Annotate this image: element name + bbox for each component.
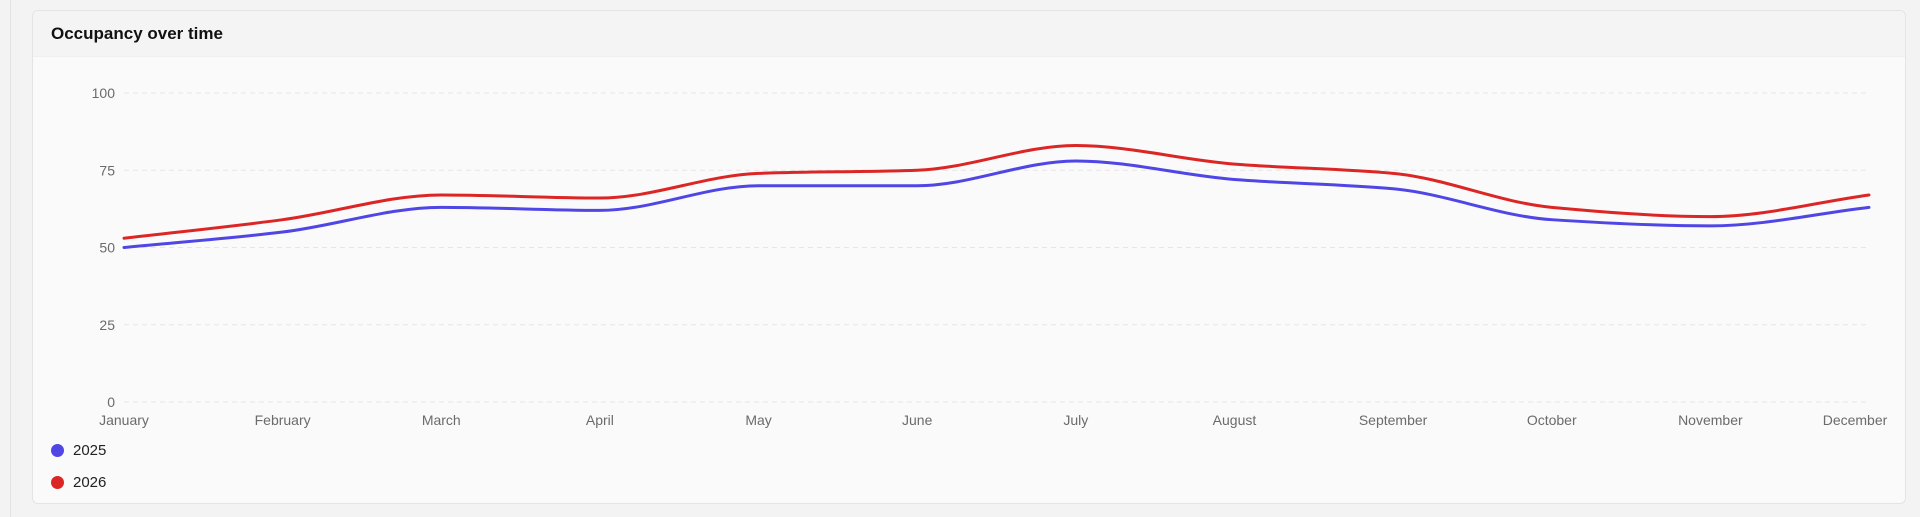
y-tick-label: 0 — [107, 394, 115, 410]
legend-marker — [51, 475, 64, 489]
legend-label: 2026 — [73, 473, 107, 491]
x-tick-label: September — [1359, 412, 1428, 428]
series-lines — [122, 144, 1871, 249]
x-tick-label: June — [902, 412, 933, 428]
x-tick-label: August — [1213, 412, 1257, 428]
x-tick-label: November — [1678, 412, 1743, 428]
y-tick-label: 100 — [92, 85, 116, 101]
chart-legend: 2025 2026 — [51, 434, 106, 498]
x-tick-label: May — [745, 412, 771, 428]
x-tick-label: October — [1527, 412, 1577, 428]
occupancy-chart-card: Occupancy over time 0 25 50 75 100 January Fe… — [32, 10, 1906, 504]
x-tick-label: February — [255, 412, 311, 428]
y-tick-label: 75 — [99, 162, 115, 178]
x-tick-label: December — [1823, 412, 1888, 428]
y-tick-label: 25 — [99, 317, 115, 333]
x-tick-label: March — [422, 412, 461, 428]
legend-item-2025[interactable]: 2025 — [51, 434, 106, 466]
series-line-2025 — [122, 159, 1871, 249]
x-tick-label: April — [586, 412, 614, 428]
y-axis-ticks: 0 25 50 75 100 — [92, 85, 116, 410]
legend-label: 2025 — [73, 441, 107, 459]
card-title: Occupancy over time — [51, 23, 223, 43]
card-header: Occupancy over time — [33, 11, 1905, 57]
x-tick-label: January — [99, 412, 149, 428]
y-tick-label: 50 — [99, 240, 115, 256]
legend-item-2026[interactable]: 2026 — [51, 466, 106, 498]
grid-lines — [124, 92, 1869, 403]
x-tick-label: July — [1063, 412, 1088, 428]
legend-marker — [51, 443, 64, 457]
left-divider — [10, 0, 11, 517]
x-axis-ticks: January February March April May June July Augu… — [99, 412, 1888, 428]
series-line-2026 — [122, 144, 1871, 240]
